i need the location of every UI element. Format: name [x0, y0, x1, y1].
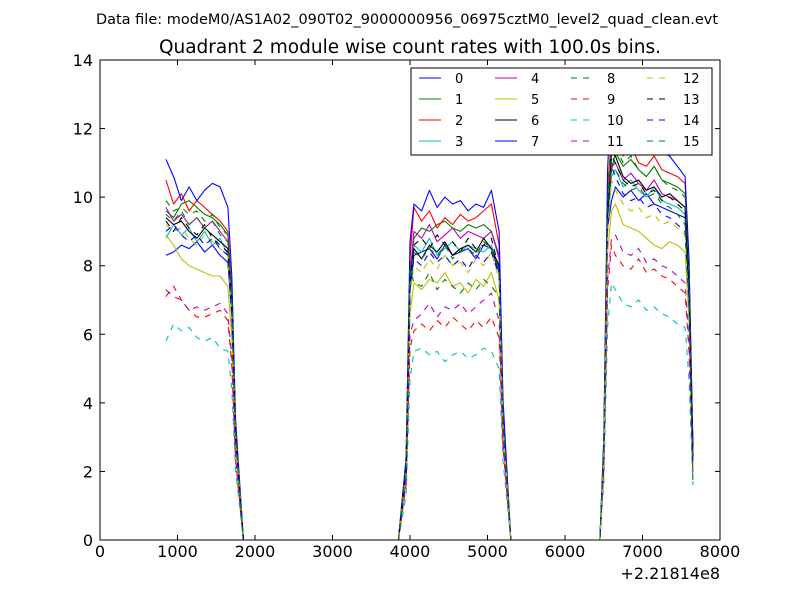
legend-label: 2 [455, 114, 463, 129]
legend-box [410, 67, 713, 156]
y-tick-label: 14 [73, 51, 93, 70]
legend-label: 15 [683, 135, 700, 150]
y-tick-label: 8 [83, 257, 93, 276]
x-tick-label: 2000 [235, 542, 276, 561]
x-tick-label: 3000 [312, 542, 353, 561]
legend-label: 10 [607, 114, 624, 129]
legend-label: 13 [683, 93, 700, 108]
axis-ticks: 0 1000 2000 3000 4000 5000 6000 7000 80000246810… [73, 51, 741, 561]
x-tick-label: 4000 [390, 542, 431, 561]
legend-item-0: 0 [419, 72, 463, 87]
x-tick-label: 8000 [700, 542, 741, 561]
legend-item-2: 2 [419, 114, 463, 129]
legend-item-1: 1 [419, 93, 463, 108]
legend-item-13: 13 [647, 93, 700, 108]
y-tick-label: 6 [83, 325, 93, 344]
series-line-14 [165, 165, 694, 541]
legend-item-12: 12 [647, 72, 700, 87]
legend-label: 6 [531, 114, 539, 129]
legend-label: 4 [531, 72, 539, 87]
series-line-11 [165, 234, 694, 541]
legend-label: 14 [683, 114, 700, 129]
legend-item-11: 11 [571, 135, 624, 150]
legend-label: 5 [531, 93, 539, 108]
x-tick-label: 6000 [545, 542, 586, 561]
series-line-9 [165, 244, 694, 541]
legend-label: 8 [607, 72, 615, 87]
legend-item-5: 5 [495, 93, 539, 108]
legend-label: 3 [455, 135, 463, 150]
x-tick-label: 5000 [467, 542, 508, 561]
legend-item-9: 9 [571, 93, 615, 108]
y-tick-label: 4 [83, 394, 93, 413]
legend-label: 9 [607, 93, 615, 108]
series-line-4 [165, 162, 694, 541]
legend-label: 12 [683, 72, 700, 87]
y-tick-label: 12 [73, 120, 93, 139]
y-tick-label: 0 [83, 531, 93, 550]
x-tick-label: 0 [95, 542, 105, 561]
legend-item-3: 3 [419, 135, 463, 150]
legend-item-6: 6 [495, 114, 539, 129]
series-line-5 [165, 203, 694, 541]
series-line-12 [165, 179, 694, 541]
legend-item-7: 7 [495, 135, 539, 150]
x-tick-label: 7000 [622, 542, 663, 561]
legend-item-14: 14 [647, 114, 700, 129]
legend-label: 1 [455, 93, 463, 108]
legend-item-15: 15 [647, 135, 700, 150]
series-line-13 [165, 155, 694, 541]
x-axis-offset-label: +2.21814e8 [620, 564, 720, 583]
series-line-2 [165, 128, 694, 541]
series-line-6 [165, 152, 694, 541]
legend-item-4: 4 [495, 72, 539, 87]
data-file-caption: Data file: modeM0/AS1A02_090T02_90000009… [96, 12, 718, 28]
series-line-10 [165, 282, 694, 541]
chart-title: Quadrant 2 module wise count rates with … [159, 37, 661, 58]
legend-item-10: 10 [571, 114, 624, 129]
series-line-15 [165, 162, 694, 541]
series-line-0 [165, 186, 694, 541]
x-tick-label: 1000 [157, 542, 198, 561]
series-layer [165, 83, 694, 541]
legend-label: 0 [455, 72, 463, 87]
legend-label: 11 [607, 135, 624, 150]
y-tick-label: 2 [83, 462, 93, 481]
legend-label: 7 [531, 135, 539, 150]
series-line-1 [165, 152, 694, 541]
legend-item-8: 8 [571, 72, 615, 87]
series-line-8 [165, 131, 694, 541]
y-tick-label: 10 [73, 188, 93, 207]
